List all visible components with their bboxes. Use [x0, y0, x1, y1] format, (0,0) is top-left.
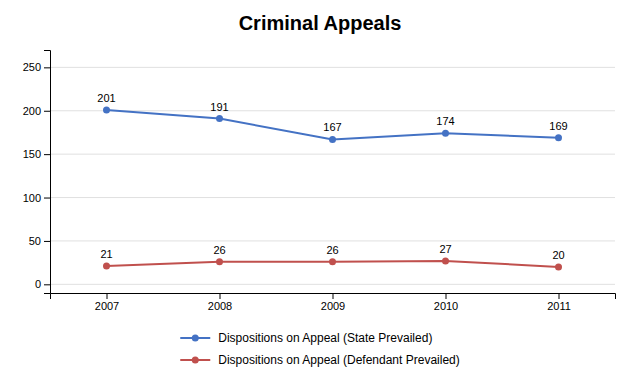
data-labels: 201 191 167 174 169 21 26 26 27 20 [97, 92, 567, 261]
point [103, 106, 110, 113]
grid-line [50, 284, 615, 285]
y-tick-label: 150 [23, 148, 41, 160]
point [555, 134, 562, 141]
x-tick: 2010 [434, 293, 458, 312]
x-tick-label: 2009 [321, 300, 345, 312]
data-label: 26 [213, 244, 225, 256]
grid-line [50, 67, 615, 68]
point [329, 136, 336, 143]
y-tick-label: 100 [23, 192, 41, 204]
y-tick: 150 [23, 148, 50, 160]
series-line [107, 110, 559, 140]
data-label: 21 [100, 248, 112, 260]
point [442, 257, 449, 264]
y-tick-label: 250 [23, 61, 41, 73]
legend-marker [192, 357, 199, 364]
y-tick-label: 200 [23, 105, 41, 117]
x-tick-label: 2007 [95, 300, 119, 312]
x-tick-mark [107, 293, 108, 299]
y-tick-mark [44, 67, 50, 68]
data-label: 191 [210, 101, 228, 113]
y-tick: 0 [35, 278, 50, 290]
legend-marker [192, 335, 199, 342]
data-label: 26 [326, 244, 338, 256]
x-axis-line [51, 294, 616, 300]
y-tick-mark [44, 241, 50, 242]
x-tick-mark [559, 293, 560, 299]
x-tick: 2008 [208, 293, 232, 312]
x-axis: 2007 2008 2009 2010 2011 [51, 293, 616, 312]
legend-label: Dispositions on Appeal (State Prevailed) [218, 331, 432, 345]
plot-area [103, 106, 562, 270]
y-tick-mark [44, 154, 50, 155]
grid-line [50, 197, 615, 198]
data-label: 20 [552, 249, 564, 261]
data-label: 167 [323, 121, 341, 133]
data-label: 174 [436, 115, 454, 127]
y-tick-label: 50 [29, 235, 41, 247]
grid-line [50, 240, 615, 241]
data-label: 27 [439, 243, 451, 255]
y-tick-mark [44, 198, 50, 199]
point [329, 258, 336, 265]
title: Criminal Appeals [239, 12, 402, 34]
x-tick-label: 2008 [208, 300, 232, 312]
x-tick-mark [446, 293, 447, 299]
x-tick-label: 2011 [547, 300, 571, 312]
y-axis: 0 50 100 150 200 250 [23, 51, 51, 294]
point [103, 263, 110, 270]
legend-item: Dispositions on Appeal (State Prevailed) [180, 331, 432, 345]
legend-item: Dispositions on Appeal (Defendant Prevai… [180, 353, 459, 367]
legend-label: Dispositions on Appeal (Defendant Prevai… [218, 353, 459, 367]
y-tick-mark [44, 111, 50, 112]
point [216, 258, 223, 265]
point [555, 263, 562, 270]
x-tick-mark [333, 293, 334, 299]
legend: Dispositions on Appeal (State Prevailed)… [180, 331, 459, 367]
y-tick: 200 [23, 105, 50, 117]
chart: 2007 2008 2009 2010 2011 0 50 100 150 200 250 201 19… [0, 0, 640, 385]
data-label: 201 [97, 92, 115, 104]
y-tick: 100 [23, 192, 50, 204]
x-tick: 2011 [547, 293, 571, 312]
y-tick-label: 0 [35, 278, 41, 290]
y-axis-line [44, 51, 51, 294]
x-tick: 2007 [95, 293, 119, 312]
y-tick-mark [44, 284, 50, 285]
grid [50, 67, 615, 284]
x-tick: 2009 [321, 293, 345, 312]
x-tick-mark [220, 293, 221, 299]
point [216, 115, 223, 122]
point [442, 130, 449, 137]
grid-line [50, 154, 615, 155]
data-label: 169 [549, 120, 567, 132]
y-tick: 50 [29, 235, 50, 247]
y-tick: 250 [23, 61, 50, 73]
x-tick-label: 2010 [434, 300, 458, 312]
